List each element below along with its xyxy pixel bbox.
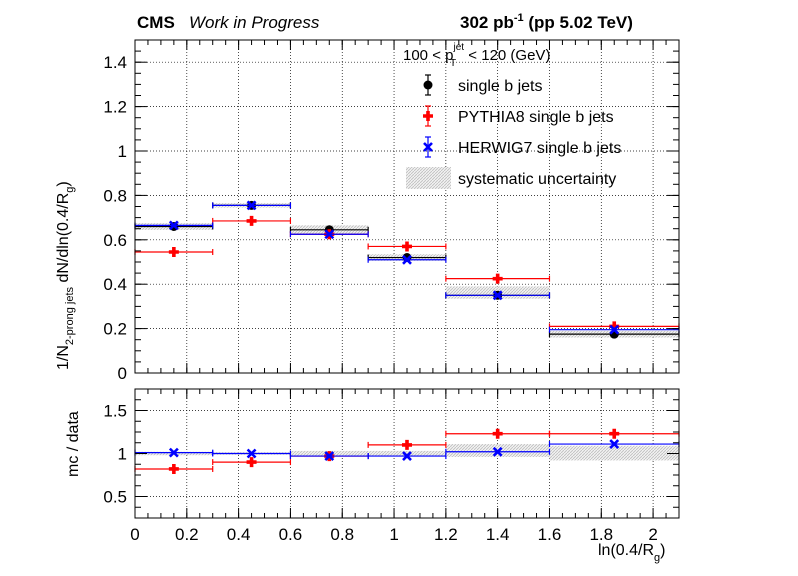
y-tick-label: 0.4 [103, 275, 127, 294]
pythia-point [609, 428, 620, 439]
y-tick-label: 0.5 [103, 488, 127, 507]
legend-entry-label: PYTHIA8 single b jets [458, 109, 614, 126]
legend-entry-label: systematic uncertainty [458, 171, 616, 188]
systematic-band [368, 450, 446, 457]
top-y-tick-labels: 0 0.2 0.4 0.6 0.8 1 1.2 1.4 [103, 53, 127, 383]
herwig-point [168, 220, 179, 231]
pythia-point [402, 439, 413, 450]
y-tick-label: 1 [118, 445, 127, 464]
ratio-axis-ticks [134, 388, 680, 519]
ratio-y-axis-label: mc / data [65, 411, 82, 477]
x-tick-label: 2 [648, 525, 657, 544]
herwig-point [168, 447, 179, 458]
herwig-point [609, 439, 620, 449]
herwig-point [324, 229, 335, 240]
pythia-point [609, 321, 620, 332]
y-tick-label: 0.6 [103, 231, 127, 250]
x-tick-label: 1.8 [589, 525, 613, 544]
y-tick-label: 1.5 [103, 402, 127, 421]
lumi-exponent: -1 [514, 12, 524, 24]
legend-entry-label: HERWIG7 single b jets [458, 140, 621, 157]
pythia-point [246, 215, 257, 226]
pythia-point [246, 457, 257, 468]
x-axis-label: ln(0.4/Rg) [598, 542, 665, 564]
x-tick-labels: 0 0.2 0.4 0.6 0.8 1 1.2 1.4 1.6 1.8 2 [130, 525, 658, 544]
herwig-point [246, 448, 257, 459]
x-tick-label: 0.4 [227, 525, 251, 544]
ratio-panel: 0.5 1 1.5 0 0.2 0.4 0.6 0.8 1 1.2 1.4 1.6 1.8 2 [103, 388, 680, 544]
x-tick-label: 1 [389, 525, 398, 544]
x-tick-label: 0.6 [279, 525, 303, 544]
legend-marker-pythia [423, 111, 434, 121]
lumi-energy: (pp 5.02 TeV) [524, 13, 633, 32]
top-data-marks [134, 200, 680, 339]
x-tick-label: 1.6 [538, 525, 562, 544]
pythia-point [492, 273, 503, 284]
top-panel: 0 0.2 0.4 0.6 0.8 1 1.2 1.4 [103, 39, 680, 383]
luminosity-label: 302 pb-1 (pp 5.02 TeV) [460, 12, 633, 32]
x-tick-label: 0.2 [175, 525, 199, 544]
x-tick-label: 1.4 [486, 525, 510, 544]
work-in-progress-label: Work in Progress [189, 13, 320, 32]
cms-label: CMS [137, 13, 175, 32]
y-tick-label: 0.8 [103, 186, 127, 205]
x-tick-label: 1.2 [434, 525, 458, 544]
kinematic-range-label: 100 < pjet T < 120 (GeV) [403, 42, 550, 69]
ratio-y-tick-labels: 0.5 1 1.5 [103, 402, 127, 507]
top-gridlines [134, 40, 679, 374]
herwig-point [492, 446, 503, 457]
y-tick-label: 1.4 [103, 53, 127, 72]
herwig-point [402, 451, 412, 461]
legend-marker-herwig [423, 142, 433, 152]
pythia-point [402, 241, 413, 252]
legend-swatch-systematic [406, 167, 451, 189]
top-axis-ticks [134, 39, 680, 374]
pythia-point [168, 247, 179, 258]
y-tick-label: 0.2 [103, 320, 127, 339]
x-tick-label: 0.8 [330, 525, 354, 544]
herwig-point [402, 254, 412, 265]
y-tick-label: 1.2 [103, 98, 127, 117]
lumi-value: 302 pb [460, 13, 514, 32]
pythia-point [492, 428, 503, 439]
y-tick-label: 0 [118, 364, 127, 383]
y-tick-label: 1 [118, 142, 127, 161]
herwig-point [609, 324, 620, 335]
herwig-point [492, 290, 503, 301]
top-y-axis-label: 1/N2-prong jets dN/dln(0.4/Rg) [55, 181, 76, 370]
herwig-point [324, 451, 335, 461]
legend-marker-data [423, 80, 433, 90]
herwig-point [246, 200, 257, 211]
ratio-data-marks [134, 428, 680, 474]
legend: 100 < pjet T < 120 (GeV) single b jets PYT… [403, 42, 621, 189]
legend-entry-label: single b jets [458, 78, 543, 95]
top-systematic-bands [135, 203, 679, 338]
x-tick-label: 0 [130, 525, 139, 544]
systematic-band [549, 445, 679, 461]
pythia-point [168, 463, 179, 474]
